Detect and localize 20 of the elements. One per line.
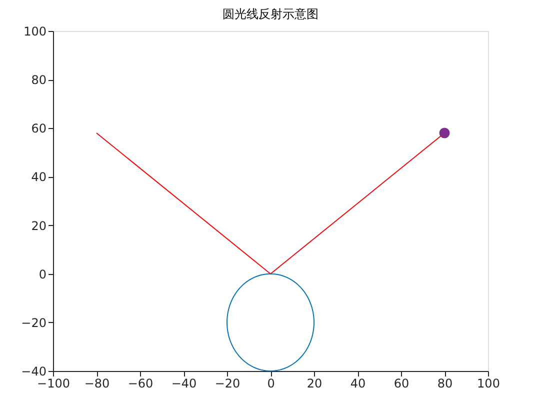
x-tick-label: 100 [477,376,500,390]
y-tick-label: −40 [21,364,46,378]
x-tick-label: 80 [437,376,453,390]
x-tick-label: −80 [84,376,110,390]
y-tick-label: 40 [31,170,46,184]
x-tick-label: −40 [171,376,197,390]
y-tick-label: 60 [31,122,46,136]
x-tick-label: 60 [394,376,410,390]
y-tick-label: 20 [31,218,46,233]
chart-title: 圆光线反射示意图 [222,7,318,21]
x-tick-label: −60 [128,376,154,390]
y-tick-label: −20 [21,316,46,330]
y-tick-label: 80 [31,73,46,88]
x-tick-label: 20 [306,376,322,390]
x-tick-label: −20 [214,376,240,390]
y-tick-label: 0 [38,267,46,282]
y-tick-label: 100 [24,24,46,38]
x-tick-label: −100 [37,376,70,390]
x-tick-label: 40 [350,376,366,390]
x-tick-label: 0 [267,376,275,390]
